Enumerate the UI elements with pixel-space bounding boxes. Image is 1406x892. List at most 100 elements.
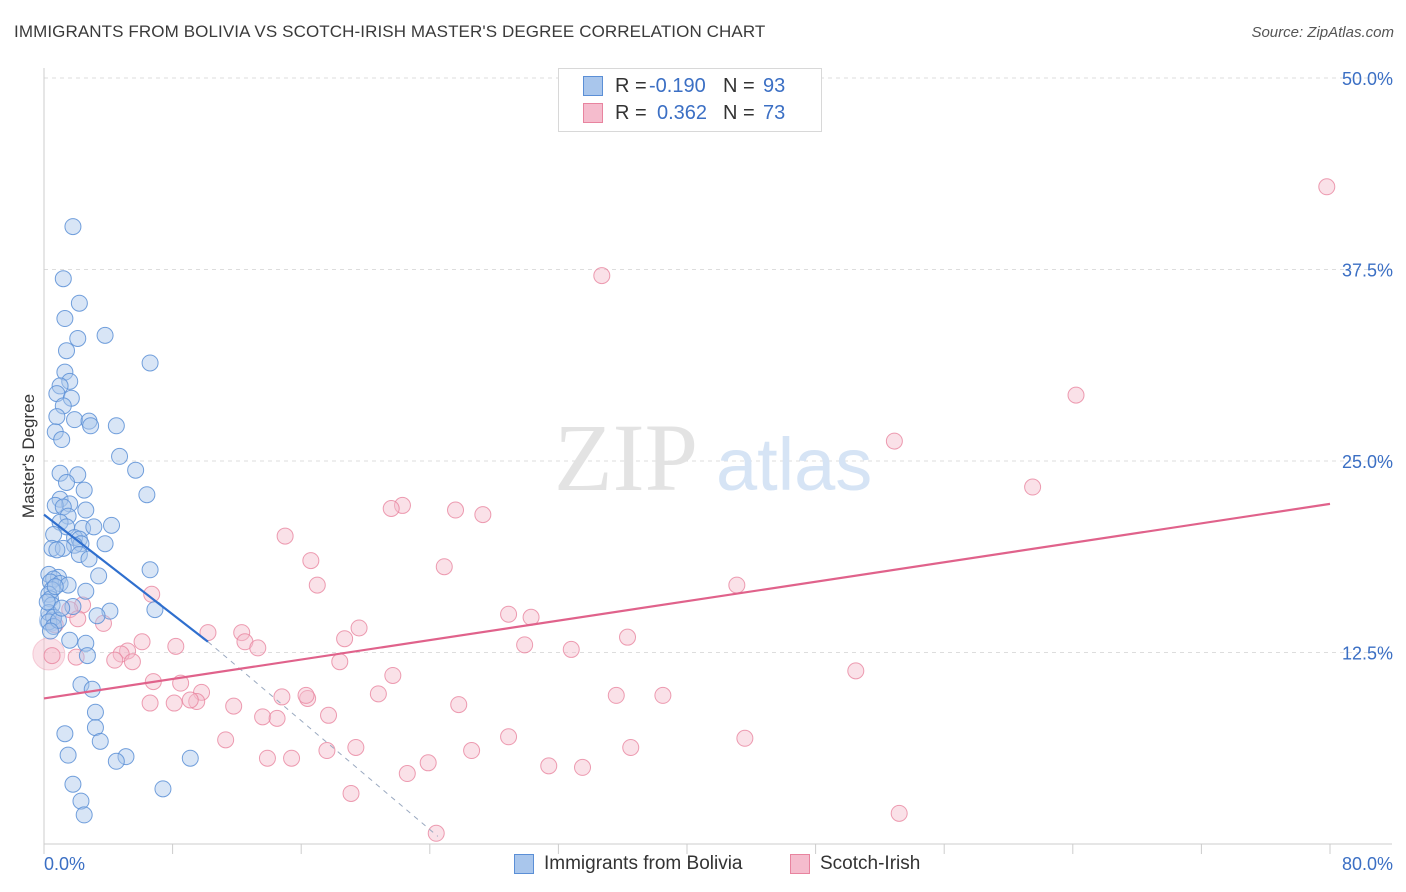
bolivia-point [70, 545, 88, 563]
scotch-irish-trend-line [43, 502, 1331, 700]
bolivia-point [66, 411, 84, 429]
bolivia-point [72, 792, 90, 810]
bolivia-point [107, 417, 125, 435]
bolivia-point [70, 294, 88, 312]
scotch-irish-point [574, 758, 592, 776]
bolivia-point [59, 746, 77, 764]
scotch-irish-point [268, 709, 286, 727]
scotch-irish-point [447, 501, 465, 519]
scotch-irish-point [254, 708, 272, 726]
y-tick-label: 25.0% [1342, 452, 1393, 472]
scotch-irish-point [1024, 478, 1042, 496]
bottom-swatch-pink [790, 854, 810, 874]
bolivia-point [77, 582, 95, 600]
scotch-irish-point [188, 693, 206, 711]
scotch-irish-point [106, 651, 124, 669]
scotch-irish-point [654, 686, 672, 704]
gridlines [44, 77, 1392, 653]
legend-r-value: -0.190 [649, 74, 706, 97]
bolivia-point [138, 486, 156, 504]
scotch-irish-point [847, 662, 865, 680]
bolivia-point [61, 631, 79, 649]
bolivia-point [54, 539, 72, 557]
scotch-irish-point [167, 637, 185, 655]
scotch-irish-point [419, 754, 437, 772]
bolivia-trend-line [43, 513, 209, 643]
scotch-irish-point [593, 267, 611, 285]
axes [43, 68, 1392, 854]
scotch-irish-point [350, 619, 368, 637]
bolivia-point [107, 752, 125, 770]
scotch-irish-point [728, 576, 746, 594]
legend-n-label: N = [723, 101, 755, 124]
bolivia-point [86, 703, 104, 721]
watermark-zip: ZIP [554, 404, 698, 511]
scotch-irish-point [43, 647, 61, 665]
bolivia-point [181, 749, 199, 767]
legend-swatch-blue [583, 76, 603, 96]
x-tick-label-max: 80.0% [1342, 854, 1393, 874]
scotch-irish-point [382, 499, 400, 517]
y-tick-label: 50.0% [1342, 69, 1393, 89]
scotch-irish-point [141, 694, 159, 712]
bolivia-point [96, 326, 114, 344]
scotch-irish-point [299, 689, 317, 707]
chart-title: IMMIGRANTS FROM BOLIVIA VS SCOTCH-IRISH … [14, 22, 766, 41]
scotch-irish-point [619, 628, 637, 646]
correlation-legend: R = -0.190 N = 93 R = 0.362 N = 73 [558, 68, 822, 132]
bolivia-point [58, 473, 76, 491]
legend-n-value: 93 [763, 74, 786, 97]
scotch-irish-points [32, 178, 1336, 842]
bolivia-points [38, 218, 199, 824]
scotch-irish-point [133, 633, 151, 651]
legend-r-label: R = [615, 74, 647, 97]
bolivia-point [46, 578, 64, 596]
bolivia-point [117, 748, 135, 766]
scotch-irish-point [336, 630, 354, 648]
scotch-irish-point [885, 432, 903, 450]
watermark-atlas: atlas [716, 423, 872, 506]
scotch-irish-point [217, 731, 235, 749]
scotch-irish-point [540, 757, 558, 775]
bolivia-point [90, 567, 108, 585]
bolivia-point [80, 550, 98, 568]
scotch-irish-point [347, 738, 365, 756]
y-tick-label: 12.5% [1342, 644, 1393, 664]
trend-lines [43, 502, 1331, 837]
scotch-irish-point [463, 742, 481, 760]
bolivia-point [58, 342, 76, 360]
y-tick-label: 37.5% [1342, 261, 1393, 281]
bolivia-point [64, 775, 82, 793]
scotch-irish-point [297, 686, 315, 704]
legend-row-scotch-irish: R = 0.362 N = 73 [583, 100, 785, 126]
scotch-irish-point [435, 558, 453, 576]
bolivia-point [82, 417, 100, 435]
scotch-irish-point [427, 824, 445, 842]
bolivia-point [61, 372, 79, 390]
bolivia-point [154, 780, 172, 798]
legend-r-value: 0.362 [657, 101, 708, 124]
bolivia-point [101, 602, 119, 620]
x-tick-label-min: 0.0% [44, 854, 85, 874]
scotch-irish-point [474, 506, 492, 524]
bottom-legend-scotch-irish: Scotch-Irish [790, 852, 920, 876]
bolivia-point [51, 464, 69, 482]
scotch-irish-point [500, 605, 518, 623]
scotch-irish-point [258, 749, 276, 767]
scotch-irish-point [450, 696, 468, 714]
bottom-swatch-blue [514, 854, 534, 874]
bolivia-point [141, 561, 159, 579]
bolivia-point [59, 576, 77, 594]
bolivia-point [38, 593, 56, 611]
scotch-irish-point [233, 624, 251, 642]
legend-n-value: 73 [763, 101, 786, 124]
bolivia-point [77, 634, 95, 652]
scotch-irish-point [384, 666, 402, 684]
scotch-irish-point [273, 688, 291, 706]
scotch-irish-point [320, 706, 338, 724]
bolivia-point [111, 447, 129, 465]
scotch-irish-point [516, 636, 534, 654]
scotch-irish-point [181, 691, 199, 709]
bolivia-point [96, 535, 114, 553]
